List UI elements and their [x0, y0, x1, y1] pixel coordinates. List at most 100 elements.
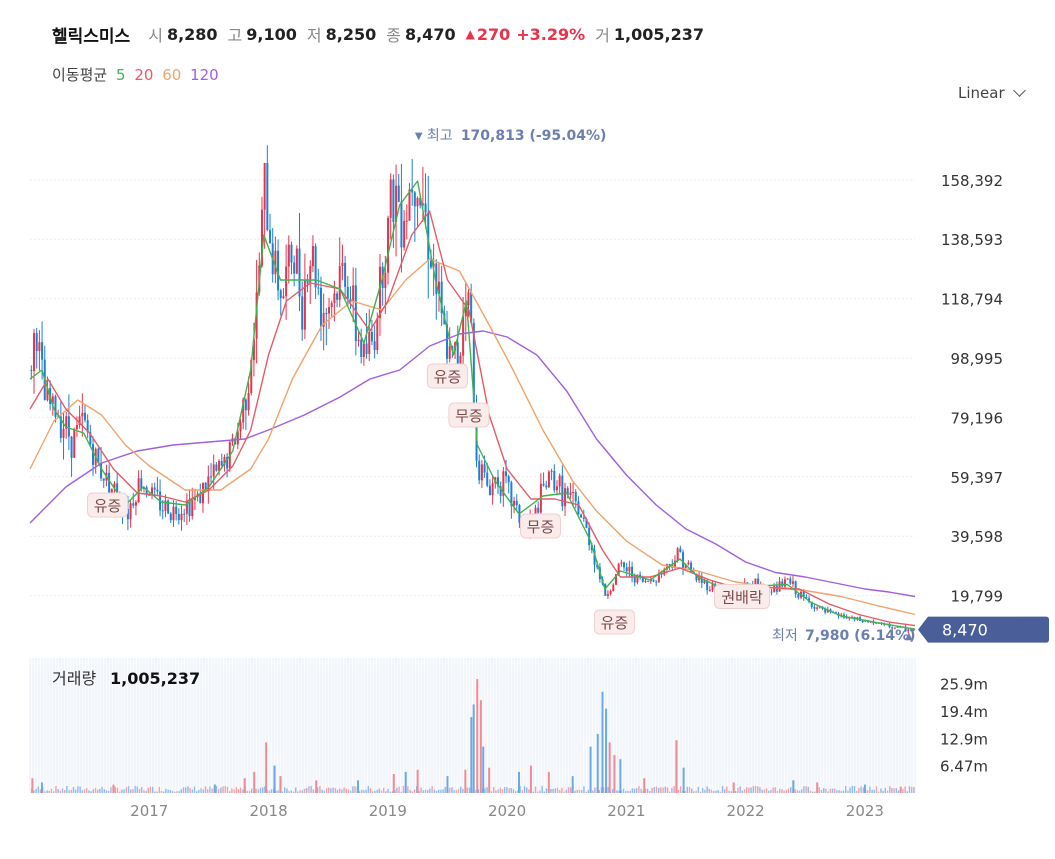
candle-body — [215, 464, 218, 471]
event-badge[interactable]: 유증 — [426, 363, 468, 389]
candle-body — [188, 500, 191, 517]
event-badge[interactable]: 유증 — [593, 609, 635, 635]
volume-bar — [264, 786, 266, 793]
stock-header: 헬릭스미스 시 8,280 고 9,100 저 8,250 종 8,470 ▲ … — [52, 20, 714, 48]
candle-body — [462, 316, 465, 356]
candle-body — [220, 460, 223, 466]
low-label: 저 — [306, 26, 322, 45]
candle-body — [285, 266, 288, 297]
volume-bar — [83, 789, 86, 793]
candle-body — [614, 574, 617, 585]
volume-bar — [611, 789, 614, 793]
volume-bar — [319, 786, 321, 793]
candle-body — [86, 420, 89, 433]
volume-bar — [906, 791, 908, 793]
volume-bar — [759, 787, 761, 793]
volume-bar — [763, 789, 765, 793]
volume-bar — [207, 789, 209, 793]
volume-bar — [653, 787, 655, 793]
scale-dropdown[interactable]: Linear — [958, 84, 1026, 102]
candle-body — [577, 501, 580, 515]
volume-bar — [286, 788, 288, 793]
y-tick-label: 118,794 — [941, 291, 1003, 309]
volume-bar — [451, 787, 453, 793]
candle-body — [309, 266, 312, 284]
y-tick-label: 19,799 — [951, 588, 1004, 606]
volume-bar — [220, 787, 222, 793]
volume-bar — [433, 789, 435, 793]
volume-bar — [706, 786, 708, 793]
volume-bar — [165, 788, 167, 793]
volume-bar — [431, 786, 433, 793]
candle-body — [54, 396, 57, 417]
candle-body — [413, 192, 416, 207]
ma-legend-5[interactable]: 5 — [115, 66, 126, 84]
volume-bar — [658, 787, 660, 793]
candle-body — [92, 444, 95, 465]
event-badge[interactable]: 유증 — [87, 492, 129, 518]
max-value: 170,813 (-95.04%) — [461, 128, 607, 144]
volume-bar — [66, 785, 68, 793]
volume-bar — [284, 787, 286, 793]
ma-legend-60[interactable]: 60 — [162, 66, 182, 84]
volume-bar — [726, 786, 728, 793]
candle-body — [177, 513, 180, 521]
volume-bar — [801, 789, 803, 793]
candle-body — [641, 576, 644, 582]
candle-body — [555, 486, 558, 491]
volume-bar — [64, 790, 66, 793]
candle-body — [684, 564, 687, 569]
volume-bar — [103, 789, 105, 793]
volume-bar — [911, 786, 913, 793]
volume-bar — [226, 786, 229, 793]
volume-bar — [246, 790, 248, 793]
event-badge-box — [519, 513, 561, 539]
volume-bar — [55, 786, 57, 793]
event-badge[interactable]: 권배락 — [714, 584, 771, 609]
candle-body — [252, 338, 255, 361]
candle-body — [805, 597, 808, 599]
volume-bar — [350, 790, 352, 793]
volume-bar — [202, 789, 204, 793]
candle-body — [488, 485, 491, 496]
x-tick-label: 2017 — [130, 802, 168, 820]
ma-legend-120[interactable]: 120 — [190, 66, 219, 84]
volume-bar — [138, 788, 141, 793]
volume-bar — [215, 786, 218, 793]
volume-bar — [385, 791, 387, 793]
volume-bar — [444, 786, 446, 793]
x-tick-label: 2022 — [727, 802, 765, 820]
candle-body — [499, 486, 502, 496]
min-price-annotation: 최저 7,980 (6.14%)▲ — [772, 628, 916, 644]
event-badge[interactable]: 무증 — [448, 402, 490, 428]
candle-body — [73, 428, 76, 458]
candle-body — [636, 574, 639, 583]
candle-body — [791, 581, 794, 584]
volume-bar — [174, 791, 176, 793]
volume-bar — [332, 787, 334, 793]
volume-bar — [787, 788, 790, 793]
volume-bar — [730, 791, 732, 793]
volume-bar — [664, 786, 666, 793]
volume-bar — [92, 789, 94, 793]
volume-bar — [576, 789, 578, 793]
volume-bar — [97, 789, 99, 793]
volume-bar — [640, 788, 642, 793]
candle-body — [588, 527, 591, 546]
volume-bar — [130, 789, 132, 793]
ma-legend-20[interactable]: 20 — [134, 66, 154, 84]
volume-bar — [321, 789, 323, 793]
candle-body — [797, 594, 800, 598]
volume-bar — [185, 787, 187, 793]
volume-bar — [343, 787, 345, 793]
candle-body — [775, 586, 778, 592]
x-tick-label: 2020 — [488, 802, 526, 820]
volume-bar — [829, 788, 831, 793]
event-badge[interactable]: 무증 — [519, 513, 561, 539]
volume-bar — [303, 788, 306, 793]
candle-body — [789, 578, 792, 584]
candle-body — [891, 627, 894, 629]
candle-body — [151, 487, 154, 495]
volume-bar — [889, 786, 891, 793]
